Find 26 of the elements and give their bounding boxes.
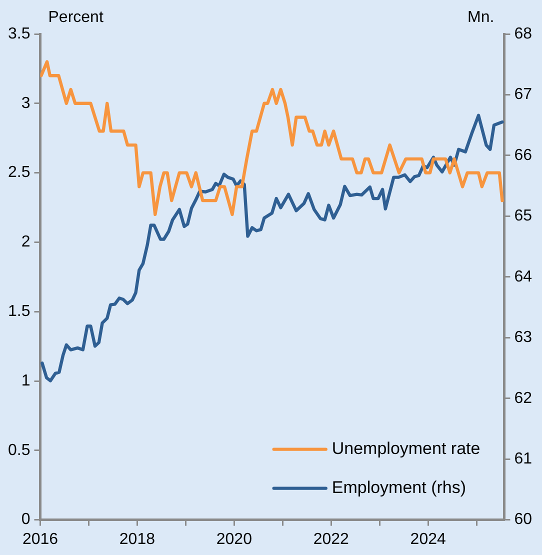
y2-tick-label: 65: [514, 208, 532, 225]
y2-tick-label: 63: [514, 329, 532, 346]
legend-label: Unemployment rate: [332, 438, 480, 458]
y2-tick-label: 61: [514, 450, 532, 468]
x-tick-label: 2018: [119, 530, 156, 548]
y-tick-label: 3.5: [8, 25, 30, 42]
y-tick-label: 0.5: [8, 442, 30, 459]
y2-axis-title: Mn.: [468, 9, 494, 26]
y-tick-label: 3: [21, 94, 30, 112]
y-tick-label: 2: [21, 234, 30, 251]
y-axis-title: Percent: [48, 9, 104, 26]
y-tick-label: 1: [21, 372, 30, 390]
x-tick-label: 2020: [216, 530, 252, 548]
y2-tick-label: 62: [514, 390, 532, 407]
y2-tick-label: 67: [514, 86, 532, 104]
y2-tick-label: 66: [514, 146, 532, 164]
x-tick-label: 2024: [410, 530, 446, 548]
x-tick-label: 2016: [22, 530, 58, 548]
y2-tick-label: 64: [514, 268, 532, 286]
y-tick-label: 1.5: [8, 303, 30, 320]
legend-label: Employment (rhs): [332, 478, 466, 497]
y2-tick-label: 68: [514, 25, 532, 42]
y-tick-label: 2.5: [8, 164, 30, 182]
x-tick-label: 2022: [313, 530, 350, 548]
y-tick-label: 0: [21, 511, 30, 528]
y2-tick-label: 60: [514, 511, 532, 528]
